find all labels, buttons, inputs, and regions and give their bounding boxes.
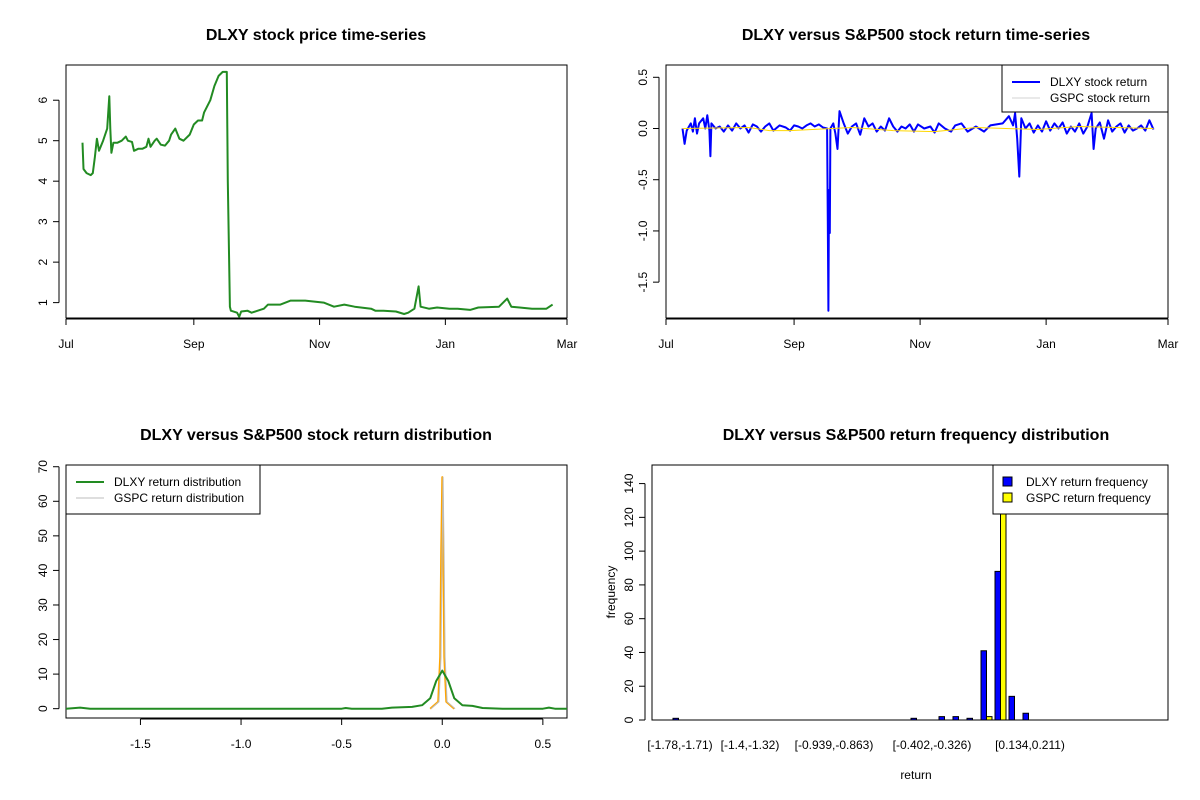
y-tick-label: 60 — [622, 612, 636, 626]
bar-dlxy — [994, 570, 1001, 720]
series-line-gspc-density — [429, 476, 455, 710]
x-tick-label: Mar — [557, 337, 578, 351]
legend-label: GSPC return frequency — [1026, 491, 1151, 505]
legend: DLXY return frequency GSPC return frequen… — [992, 464, 1169, 515]
x-tick-label: Jan — [1036, 337, 1055, 351]
series-line-gspc-density-outline — [430, 476, 456, 710]
legend-label: DLXY return frequency — [1026, 475, 1148, 489]
x-tick-label: -1.0 — [231, 737, 252, 751]
legend-label: DLXY return distribution — [114, 475, 241, 489]
series-line-gspc-return — [682, 126, 1154, 133]
x-tick-label: Jul — [658, 337, 673, 351]
plot-frame — [665, 64, 1169, 319]
legend-label: GSPC return distribution — [114, 491, 244, 505]
y-tick-label: 2 — [36, 258, 50, 265]
x-tick-label: [-0.402,-0.326) — [893, 738, 972, 752]
y-tick-label: -0.5 — [636, 169, 650, 190]
plot-frame — [65, 64, 568, 319]
bar-dlxy — [910, 717, 917, 720]
bar-dlxy — [966, 717, 973, 720]
x-tick-label: -0.5 — [331, 737, 352, 751]
y-tick-label: 40 — [36, 563, 50, 577]
chart-title: DLXY versus S&P500 return frequency dist… — [723, 427, 1109, 444]
plot-frame — [651, 464, 1169, 721]
y-tick-label: 10 — [36, 667, 50, 681]
x-tick-label: Jan — [436, 337, 455, 351]
bar-gspc — [986, 716, 993, 720]
bar-dlxy — [952, 716, 959, 720]
y-tick-label: -1.5 — [636, 271, 650, 292]
bars — [672, 465, 1091, 720]
x-tick-label: [0.134,0.211) — [995, 738, 1065, 752]
y-tick-label: 20 — [622, 679, 636, 693]
y-tick-label: 1 — [36, 299, 50, 306]
bar-dlxy — [980, 650, 987, 720]
y-tick-label: 0.0 — [636, 120, 650, 137]
y-tick-label: 60 — [36, 494, 50, 508]
plot-frame — [65, 464, 568, 719]
y-tick-label: 70 — [36, 460, 50, 474]
y-tick-label: 3 — [36, 218, 50, 225]
series-line-dlxy-density — [66, 669, 567, 710]
y-tick-label: 30 — [36, 598, 50, 612]
y-tick-label: 5 — [36, 137, 50, 144]
chart-title: DLXY versus S&P500 stock return distribu… — [140, 427, 492, 444]
y-tick-label: 80 — [622, 578, 636, 592]
bar-dlxy — [1022, 712, 1029, 720]
x-tick-label: Nov — [909, 337, 930, 351]
series-line-dlxy-return — [681, 110, 1155, 312]
bar-dlxy — [672, 717, 679, 720]
legend: DLXY stock return GSPC stock return — [1001, 64, 1169, 113]
y-tick-label: 0 — [622, 716, 636, 723]
legend-swatch-square — [1002, 492, 1013, 503]
y-tick-label: 0.5 — [636, 69, 650, 86]
x-axis-title: return — [900, 768, 931, 782]
x-tick-label: Jul — [58, 337, 73, 351]
x-tick-label: 0.5 — [535, 737, 552, 751]
return-distribution-chart: DLXY versus S&P500 stock return distribu… — [36, 427, 568, 751]
legend-label: GSPC stock return — [1050, 91, 1150, 105]
y-tick-label: 120 — [622, 507, 636, 527]
series-line-dlxy-price — [81, 70, 554, 318]
y-tick-label: 40 — [622, 645, 636, 659]
x-tick-label: [-1.4,-1.32) — [721, 738, 780, 752]
legend-swatch-square — [1002, 476, 1013, 487]
chart-title: DLXY versus S&P500 stock return time-ser… — [742, 27, 1090, 44]
y-tick-label: 20 — [36, 633, 50, 647]
y-tick-label: 50 — [36, 529, 50, 543]
x-tick-label: Mar — [1158, 337, 1179, 351]
y-tick-label: 140 — [622, 473, 636, 493]
y-tick-label: 6 — [36, 97, 50, 104]
x-tick-label: Sep — [783, 337, 805, 351]
bar-dlxy — [1008, 695, 1015, 720]
y-tick-label: 100 — [622, 541, 636, 561]
x-tick-label: -1.5 — [130, 737, 151, 751]
x-tick-label: [-1.78,-1.71) — [647, 738, 712, 752]
legend: DLXY return distribution GSPC return dist… — [65, 464, 261, 515]
bar-gspc — [1000, 465, 1007, 720]
x-tick-label: [-0.939,-0.863) — [795, 738, 874, 752]
return-timeseries-chart: DLXY versus S&P500 stock return time-ser… — [636, 27, 1178, 351]
legend-box — [65, 464, 261, 515]
x-tick-label: 0.0 — [434, 737, 451, 751]
price-chart: DLXY stock price time-series 1 2 3 4 5 6 Jul Sep… — [36, 27, 577, 351]
x-tick-label: Nov — [309, 337, 330, 351]
return-frequency-chart: DLXY versus S&P500 return frequency dist… — [604, 427, 1169, 782]
x-tick-label: Sep — [183, 337, 205, 351]
chart-title: DLXY stock price time-series — [206, 27, 426, 44]
bar-dlxy — [938, 716, 945, 720]
y-tick-label: -1.0 — [636, 220, 650, 241]
legend-label: DLXY stock return — [1050, 75, 1147, 89]
y-axis-title: frequency — [604, 566, 618, 619]
legend-box — [992, 464, 1169, 515]
y-tick-label: 0 — [36, 705, 50, 712]
legend-box — [1001, 64, 1169, 113]
y-tick-label: 4 — [36, 178, 50, 185]
